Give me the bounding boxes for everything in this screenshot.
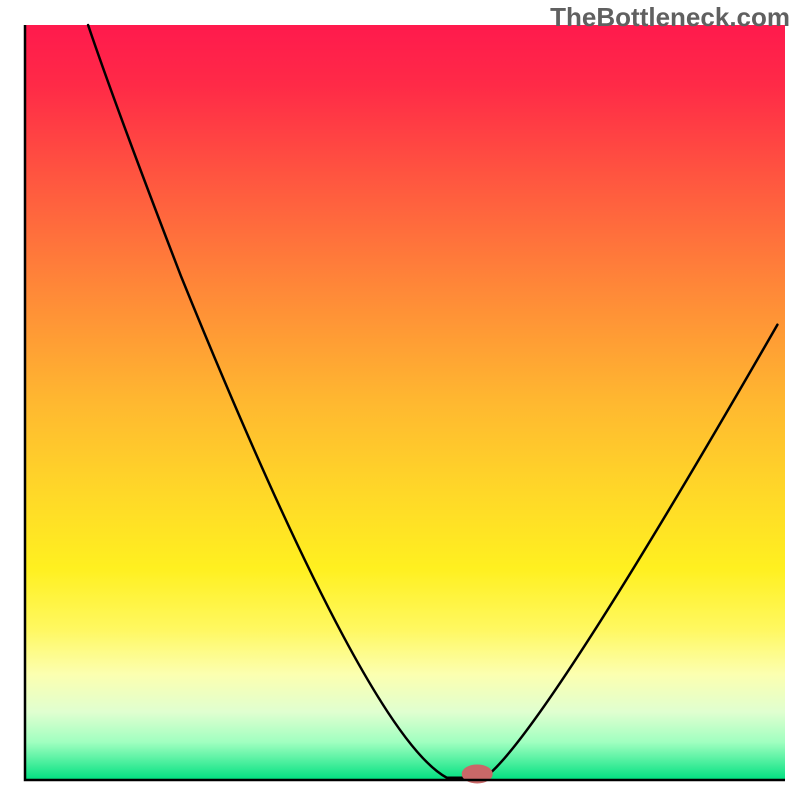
gradient-background <box>25 25 785 780</box>
chart-svg <box>0 0 800 800</box>
bottleneck-chart: TheBottleneck.com <box>0 0 800 800</box>
watermark-text: TheBottleneck.com <box>550 2 790 33</box>
